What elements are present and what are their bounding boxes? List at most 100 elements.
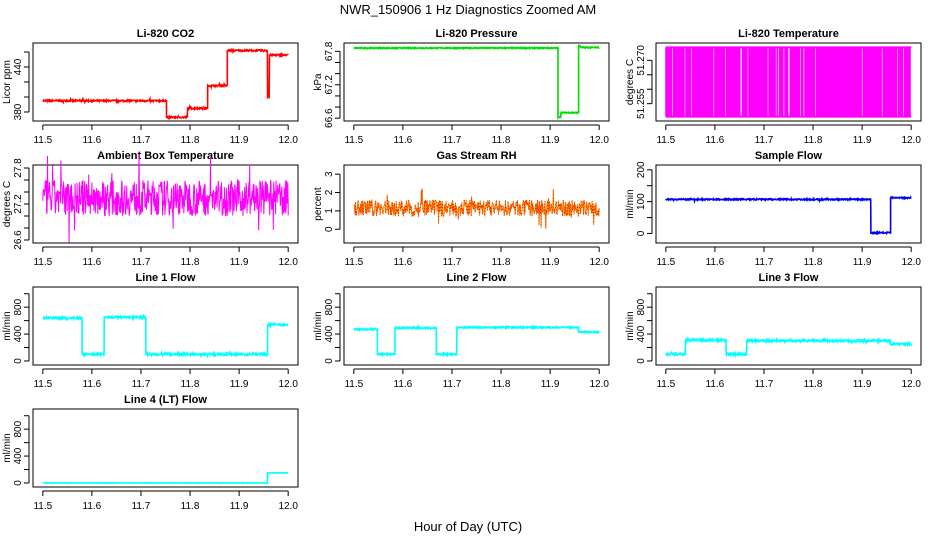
- x-tick-label: 11.7: [132, 135, 151, 146]
- x-tick-label: 12.0: [901, 135, 921, 146]
- x-tick-label: 12.0: [901, 379, 921, 390]
- panel-line-2-flow: Line 2 Flow 11.5 11.6 11.7 11.8 11.9 12.0 0 400 8…: [313, 272, 610, 390]
- x-tick-label: 12.0: [901, 257, 921, 268]
- x-tick-label: 11.9: [853, 257, 872, 268]
- y-tick-label: 0: [324, 358, 335, 364]
- x-tick-label: 11.6: [83, 135, 102, 146]
- panel-sample-flow: Sample Flow 11.5 11.6 11.7 11.8 11.9 12.0 0 100 2…: [625, 150, 922, 268]
- panel-title: Line 3 Flow: [759, 272, 819, 284]
- series-line: [42, 313, 289, 359]
- y-tick-label: 66.6: [324, 108, 335, 128]
- x-tick-label: 11.7: [132, 379, 151, 390]
- plot-box: [655, 286, 922, 366]
- x-tick-label: 11.9: [541, 257, 560, 268]
- panel-line-3-flow: Line 3 Flow 11.5 11.6 11.7 11.8 11.9 12.0 0 400 8…: [625, 272, 922, 390]
- panel-title: Line 2 Flow: [447, 272, 507, 284]
- plot-box: [655, 164, 922, 244]
- x-tick-label: 11.9: [230, 257, 249, 268]
- x-tick-label: 11.9: [230, 501, 249, 512]
- x-tick-label: 11.8: [181, 379, 200, 390]
- y-tick-label: 2: [324, 189, 335, 195]
- x-tick-label: 11.5: [33, 379, 52, 390]
- x-tick-label: 11.5: [344, 257, 363, 268]
- x-tick-label: 11.6: [706, 379, 725, 390]
- y-axis-label: degrees C: [625, 59, 636, 105]
- x-tick-label: 11.6: [394, 257, 413, 268]
- x-tick-label: 11.5: [656, 257, 675, 268]
- y-tick-label: 800: [13, 298, 24, 315]
- panel-title: Line 1 Flow: [136, 272, 196, 284]
- y-axis-label: ml/min: [2, 433, 13, 462]
- y-tick-label: 0: [13, 480, 24, 486]
- x-tick-label: 11.8: [181, 257, 200, 268]
- series-line: [42, 47, 289, 121]
- y-tick-label: 440: [13, 58, 24, 75]
- y-tick-label: 800: [324, 298, 335, 315]
- y-tick-label: 400: [13, 447, 24, 464]
- plot-box: [32, 408, 299, 488]
- plot-box: [32, 164, 299, 244]
- x-tick-label: 11.5: [33, 257, 52, 268]
- x-tick-label: 11.6: [394, 379, 413, 390]
- series-line: [42, 153, 289, 243]
- y-axis-label: degrees C: [2, 181, 13, 227]
- y-tick-label: 26.6: [13, 230, 24, 250]
- series-line: [42, 471, 289, 485]
- x-tick-label: 11.6: [83, 257, 102, 268]
- x-tick-label: 11.8: [181, 135, 200, 146]
- x-tick-label: 11.5: [344, 135, 363, 146]
- x-tick-label: 11.5: [33, 501, 52, 512]
- y-tick-label: 27.8: [13, 158, 24, 178]
- x-tick-label: 11.9: [541, 135, 560, 146]
- x-tick-label: 11.8: [492, 379, 511, 390]
- x-tick-label: 11.7: [132, 257, 151, 268]
- x-tick-label: 11.9: [230, 379, 249, 390]
- y-axis-label: percent: [313, 187, 324, 221]
- y-tick-label: 100: [636, 193, 647, 210]
- panel-li-820-temperature: Li-820 Temperature 11.5 11.6 11.7 11.8 11.9 12…: [625, 28, 922, 146]
- x-tick-label: 11.8: [492, 135, 511, 146]
- y-tick-label: 0: [636, 358, 647, 364]
- y-tick-label: 0: [13, 358, 24, 364]
- x-tick-label: 11.8: [181, 501, 200, 512]
- y-tick-label: 400: [636, 325, 647, 342]
- panel-title: Ambient Box Temperature: [97, 150, 234, 162]
- y-axis-label: ml/min: [2, 311, 13, 340]
- y-axis-label: ml/min: [313, 311, 324, 340]
- panel-title: Li-820 Pressure: [436, 28, 518, 40]
- panel-title: Li-820 Temperature: [738, 28, 839, 40]
- x-tick-label: 11.7: [132, 501, 151, 512]
- y-tick-label: 800: [636, 298, 647, 315]
- x-tick-label: 12.0: [589, 379, 609, 390]
- y-tick-label: 51.270: [636, 45, 647, 76]
- panel-ambient-box-temperature: Ambient Box Temperature 11.5 11.6 11.7 11.8 1…: [2, 150, 299, 268]
- panel-title: Li-820 CO2: [137, 28, 194, 40]
- x-tick-label: 11.6: [706, 257, 725, 268]
- y-tick-label: 67.8: [324, 41, 335, 61]
- series-line: [353, 188, 600, 229]
- x-tick-label: 12.0: [278, 135, 298, 146]
- y-tick-label: 400: [324, 325, 335, 342]
- x-tick-label: 11.5: [656, 379, 675, 390]
- y-tick-label: 800: [13, 420, 24, 437]
- y-tick-label: 400: [13, 325, 24, 342]
- figure-title: NWR_150906 1 Hz Diagnostics Zoomed AM: [340, 2, 597, 17]
- x-tick-label: 11.9: [541, 379, 560, 390]
- series-line: [353, 43, 600, 120]
- x-tick-label: 11.6: [83, 501, 102, 512]
- panel-line-4-lt-flow: Line 4 (LT) Flow 11.5 11.6 11.7 11.8 11.9 12.0…: [2, 394, 299, 512]
- y-axis-label: ml/min: [625, 311, 636, 340]
- panel-li-820-pressure: Li-820 Pressure 11.5 11.6 11.7 11.8 11.9 12.0 6…: [313, 28, 610, 146]
- x-tick-label: 11.9: [853, 135, 872, 146]
- plot-box: [343, 286, 610, 366]
- x-tick-label: 12.0: [589, 257, 609, 268]
- x-tick-label: 11.6: [706, 135, 725, 146]
- plot-box: [32, 286, 299, 366]
- series-line: [665, 195, 912, 236]
- x-tick-label: 11.5: [656, 135, 675, 146]
- y-tick-label: 27.2: [13, 194, 24, 214]
- series-line: [353, 323, 600, 358]
- x-tick-label: 11.5: [33, 135, 52, 146]
- x-tick-label: 11.5: [344, 379, 363, 390]
